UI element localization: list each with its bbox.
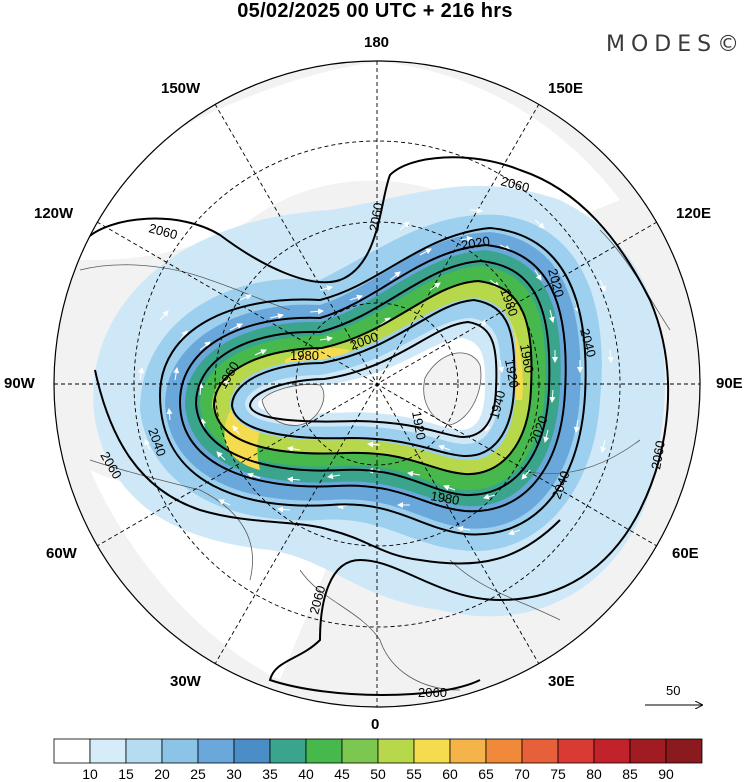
- colorbar-swatch: [125, 738, 163, 764]
- colorbar-label: 10: [82, 766, 98, 782]
- lon-label-90w: 90W: [4, 375, 35, 392]
- colorbar-swatch: [593, 738, 631, 764]
- lon-label-150w: 150W: [161, 80, 201, 97]
- colorbar-label: 55: [406, 766, 422, 782]
- contour-label: 2020: [460, 233, 491, 253]
- colorbar-label: 60: [442, 766, 458, 782]
- lon-label-120e: 120E: [676, 205, 712, 222]
- colorbar-label: 65: [478, 766, 494, 782]
- contour-label: 2060: [147, 220, 179, 242]
- colorbar-label: 25: [190, 766, 206, 782]
- lon-label-60w: 60W: [46, 545, 77, 562]
- colorbar-label: 85: [622, 766, 638, 782]
- contour-label: 1960: [517, 343, 537, 374]
- contour-label: 1980: [290, 348, 319, 363]
- map-border: [53, 60, 701, 708]
- colorbar-swatch: [557, 738, 595, 764]
- lon-label-0: 0: [371, 716, 380, 733]
- contour-label: 1940: [486, 389, 508, 421]
- coastlines: [79, 229, 671, 691]
- colorbar-swatch: [665, 738, 703, 764]
- colorbar-swatch: [233, 738, 271, 764]
- lon-label-150e: 150E: [548, 80, 584, 97]
- colorbar-swatch: [449, 738, 487, 764]
- colorbar-label: 45: [334, 766, 350, 782]
- map-disc: 2060 2060 2060 2060 2060 2060 2060 2040 …: [54, 61, 700, 707]
- colorbar-swatch: [89, 738, 127, 764]
- colorbar-swatch: [521, 738, 559, 764]
- wind-vectors: [138, 207, 614, 536]
- colorbar-label: 30: [226, 766, 242, 782]
- colorbar-label: 80: [586, 766, 602, 782]
- contour-label: 2040: [577, 327, 599, 359]
- modes-logo: MODES©: [606, 32, 746, 57]
- lon-label-60e: 60E: [672, 545, 699, 562]
- contour-label: 2060: [366, 201, 386, 232]
- colorbar-label: 15: [118, 766, 134, 782]
- contour-label: 2020: [545, 267, 567, 299]
- colorbar-label: 20: [154, 766, 170, 782]
- colorbar-swatch: [485, 738, 523, 764]
- colorbar-swatch: [269, 738, 307, 764]
- colorbar-swatch: [341, 738, 379, 764]
- contour-label: 1980: [429, 488, 460, 508]
- colorbar-label: 40: [298, 766, 314, 782]
- colorbar-swatch: [629, 738, 667, 764]
- contour-label: 2060: [418, 685, 447, 700]
- lon-label-180: 180: [364, 34, 390, 51]
- colorbar-swatch: [161, 738, 199, 764]
- map-title: 05/02/2025 00 UTC + 216 hrs: [237, 0, 513, 22]
- colorbar-label: 70: [514, 766, 530, 782]
- contour-label: 2060: [306, 584, 328, 616]
- colorbar-swatch: [377, 738, 415, 764]
- colorbar-label: 35: [262, 766, 278, 782]
- colorbar-swatch: [53, 738, 91, 764]
- colorbar-label: 75: [550, 766, 566, 782]
- height-contours: [84, 156, 670, 696]
- contour-label: 2060: [499, 173, 531, 195]
- colorbar-swatch: [413, 738, 451, 764]
- colorbar-label: 90: [658, 766, 674, 782]
- colorbar: [53, 738, 703, 764]
- reference-vector-label: 50: [666, 683, 681, 698]
- contour-label: 1920: [409, 410, 429, 441]
- colorbar-label: 50: [370, 766, 386, 782]
- colorbar-swatch: [197, 738, 235, 764]
- contour-label: 2060: [648, 439, 668, 470]
- lon-label-120w: 120W: [34, 205, 74, 222]
- graticule: [54, 61, 700, 707]
- colorbar-swatch: [305, 738, 343, 764]
- contour-label: 1920: [502, 358, 522, 389]
- lon-label-30w: 30W: [170, 673, 201, 690]
- lon-label-30e: 30E: [548, 673, 575, 690]
- lon-label-90e: 90E: [716, 375, 743, 392]
